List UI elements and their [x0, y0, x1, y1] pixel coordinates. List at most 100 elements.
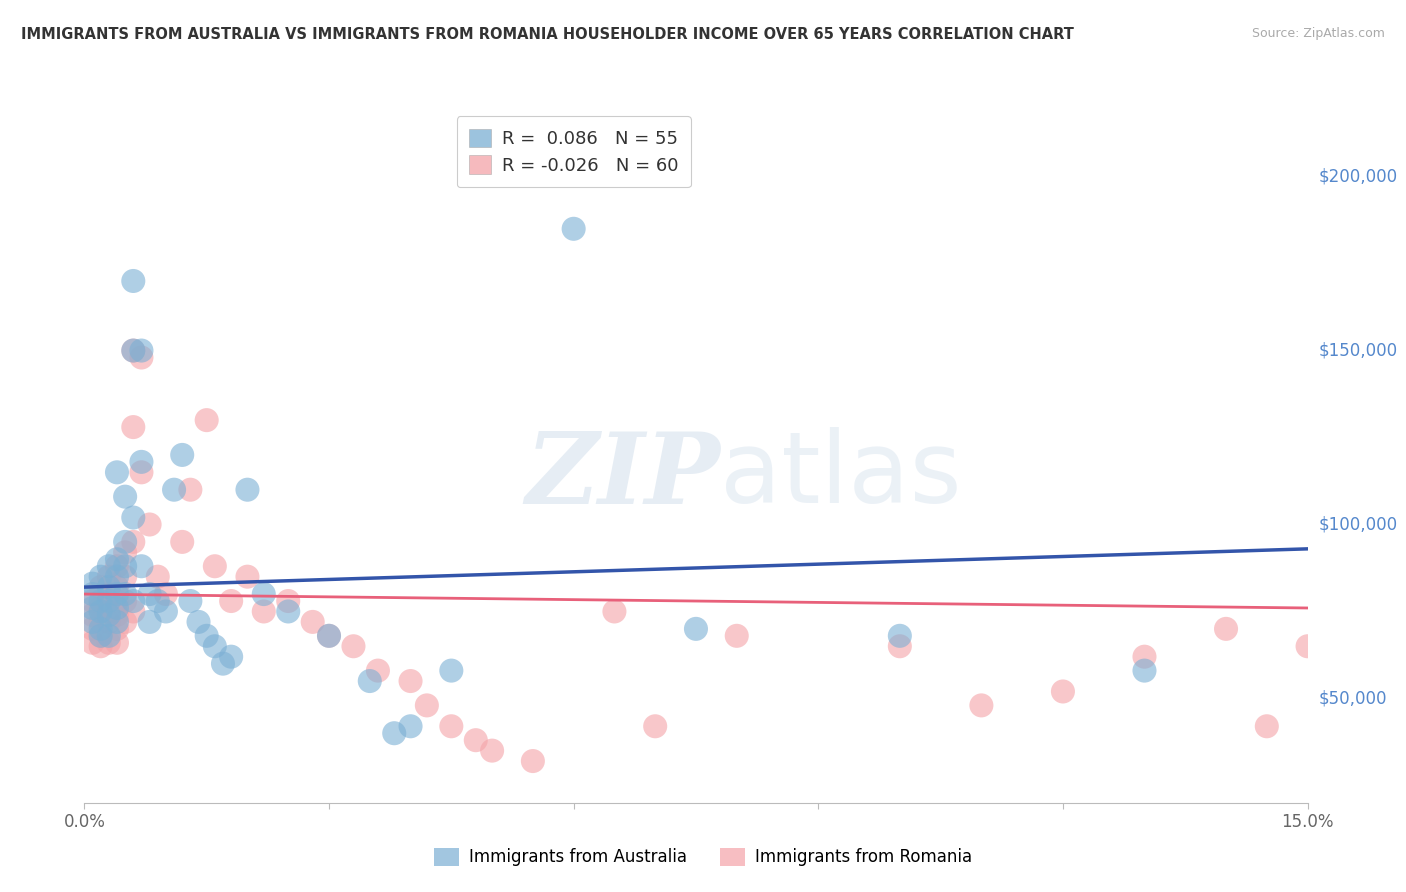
Point: [122, 420, 145, 434]
Text: $150,000: $150,000: [1319, 342, 1398, 359]
Point: [105, 570, 128, 584]
Point: [105, 587, 128, 601]
Point: [114, 587, 136, 601]
Point: [603, 605, 626, 619]
Point: [122, 274, 145, 288]
Point: [105, 559, 128, 574]
Point: [195, 629, 218, 643]
Point: [179, 483, 201, 497]
Point: [889, 629, 911, 643]
Point: [90, 570, 112, 584]
Point: [82, 601, 104, 615]
Point: [970, 698, 993, 713]
Text: $200,000: $200,000: [1319, 168, 1398, 186]
Point: [105, 636, 128, 650]
Point: [114, 534, 136, 549]
Point: [219, 594, 242, 608]
Point: [212, 657, 235, 671]
Point: [90, 605, 112, 619]
Text: Source: ZipAtlas.com: Source: ZipAtlas.com: [1251, 27, 1385, 40]
Point: [90, 601, 112, 615]
Point: [97, 594, 120, 608]
Point: [277, 594, 299, 608]
Point: [155, 605, 177, 619]
Point: [253, 605, 276, 619]
Point: [97, 605, 120, 619]
Point: [195, 413, 218, 427]
Point: [131, 343, 153, 358]
Point: [114, 545, 136, 559]
Point: [440, 719, 463, 733]
Point: [138, 587, 160, 601]
Point: [342, 639, 364, 653]
Point: [105, 466, 128, 480]
Point: [114, 559, 136, 574]
Point: [122, 510, 145, 524]
Point: [522, 754, 544, 768]
Point: [82, 594, 104, 608]
Text: $50,000: $50,000: [1319, 690, 1388, 707]
Point: [138, 615, 160, 629]
Point: [277, 605, 299, 619]
Point: [105, 607, 128, 622]
Point: [163, 483, 186, 497]
Point: [416, 698, 439, 713]
Point: [97, 636, 120, 650]
Point: [219, 649, 242, 664]
Point: [90, 580, 112, 594]
Point: [179, 594, 201, 608]
Point: [97, 607, 120, 622]
Point: [82, 622, 104, 636]
Point: [82, 607, 104, 622]
Point: [97, 580, 120, 594]
Point: [301, 615, 323, 629]
Point: [82, 576, 104, 591]
Legend: Immigrants from Australia, Immigrants from Romania: Immigrants from Australia, Immigrants fr…: [426, 839, 980, 875]
Point: [138, 517, 160, 532]
Point: [146, 570, 169, 584]
Point: [122, 343, 145, 358]
Point: [146, 594, 169, 608]
Point: [82, 615, 104, 629]
Point: [464, 733, 486, 747]
Point: [318, 629, 340, 643]
Point: [122, 594, 145, 608]
Point: [253, 587, 276, 601]
Point: [155, 587, 177, 601]
Point: [318, 629, 340, 643]
Point: [236, 483, 259, 497]
Point: [562, 221, 585, 235]
Point: [105, 622, 128, 636]
Point: [114, 490, 136, 504]
Point: [131, 466, 153, 480]
Point: [90, 639, 112, 653]
Point: [204, 639, 226, 653]
Point: [97, 570, 120, 584]
Point: [131, 559, 153, 574]
Point: [481, 744, 503, 758]
Point: [1256, 719, 1278, 733]
Point: [114, 594, 136, 608]
Point: [97, 629, 120, 643]
Point: [122, 605, 145, 619]
Point: [1296, 639, 1319, 653]
Point: [90, 629, 112, 643]
Point: [105, 594, 128, 608]
Point: [382, 726, 405, 740]
Point: [114, 615, 136, 629]
Point: [97, 615, 120, 629]
Point: [187, 615, 209, 629]
Point: [685, 622, 707, 636]
Point: [1133, 649, 1156, 664]
Point: [889, 639, 911, 653]
Text: $100,000: $100,000: [1319, 516, 1398, 533]
Point: [1052, 684, 1074, 698]
Point: [122, 534, 145, 549]
Text: ZIP: ZIP: [526, 427, 720, 524]
Point: [204, 559, 226, 574]
Point: [131, 351, 153, 365]
Point: [122, 343, 145, 358]
Point: [90, 615, 112, 629]
Point: [644, 719, 666, 733]
Point: [172, 534, 194, 549]
